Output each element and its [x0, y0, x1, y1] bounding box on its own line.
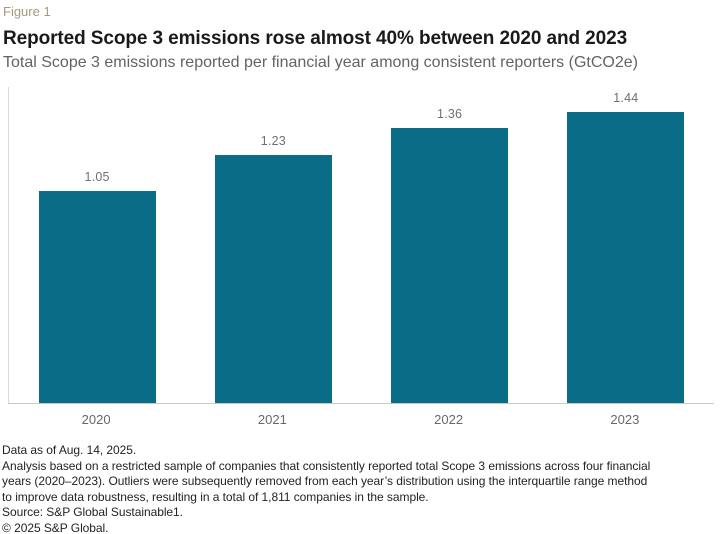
- bar-column-2021: 1.23: [185, 134, 361, 403]
- footnote-source: Source: S&P Global Sustainable1.: [2, 505, 183, 519]
- figure-number-label: Figure 1: [3, 4, 51, 19]
- x-tick-label-2020: 2020: [81, 412, 111, 427]
- x-axis-labels: 2020 2021 2022 2023: [8, 404, 713, 427]
- bar-value-label: 1.44: [613, 91, 639, 105]
- footnote-data-as-of: Data as of Aug. 14, 2025.: [2, 443, 137, 457]
- bar-value-label: 1.36: [437, 107, 463, 121]
- chart-subtitle: Total Scope 3 emissions reported per fin…: [3, 54, 638, 71]
- bar-value-label: 1.05: [84, 170, 110, 184]
- x-tick-label-2023: 2023: [610, 412, 640, 427]
- plot-area: 1.05 1.23 1.36 1.44: [8, 87, 714, 404]
- bar-column-2020: 1.05: [9, 170, 185, 403]
- bar-2022: [391, 128, 509, 403]
- footnotes: Data as of Aug. 14, 2025. Analysis based…: [2, 443, 724, 534]
- bar-2020: [38, 191, 156, 403]
- bar-column-2023: 1.44: [538, 91, 714, 403]
- x-tick-label-2021: 2021: [257, 412, 287, 427]
- bar-value-label: 1.23: [260, 134, 286, 148]
- bar-column-2022: 1.36: [362, 107, 538, 403]
- bar-chart: 1.05 1.23 1.36 1.44 2020 2021 2022 2023: [0, 87, 724, 427]
- footnote-analysis: Analysis based on a restricted sample of…: [2, 458, 651, 504]
- bar-2023: [567, 112, 685, 403]
- chart-title: Reported Scope 3 emissions rose almost 4…: [3, 28, 628, 49]
- x-tick-label-2022: 2022: [434, 412, 464, 427]
- bar-2021: [214, 155, 332, 403]
- footnote-copyright: © 2025 S&P Global.: [2, 520, 109, 534]
